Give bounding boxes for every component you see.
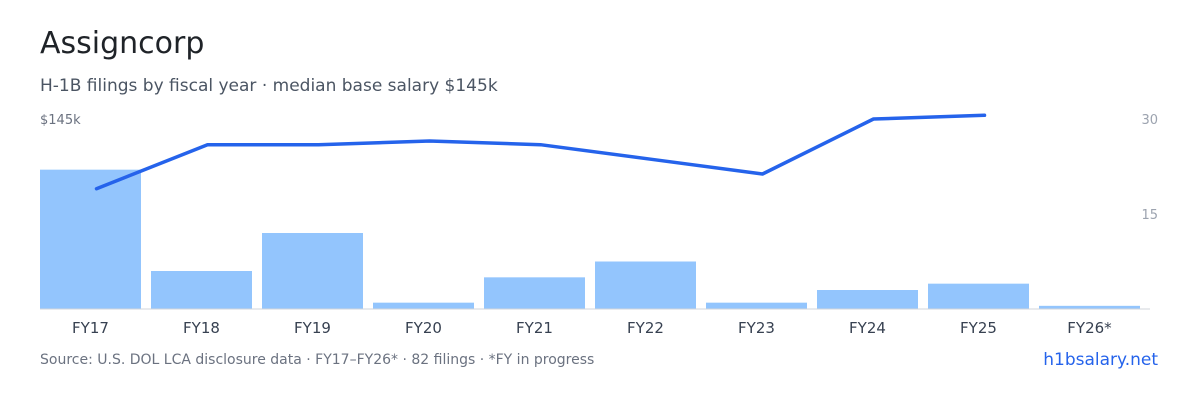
- x-tick-label: FY26*: [1067, 319, 1112, 337]
- salary-line: [94, 113, 987, 191]
- bar-fy25: [928, 283, 1029, 309]
- bar-fy23: [706, 302, 807, 309]
- bar-fy19: [262, 233, 363, 309]
- right-axis-tick-label: 15: [1141, 208, 1158, 223]
- bar-fy24: [817, 290, 918, 309]
- x-tick-label: FY22: [627, 319, 664, 337]
- x-tick-label: FY25: [960, 319, 997, 337]
- x-tick-label: FY20: [405, 319, 442, 337]
- bar-fy22: [595, 261, 696, 309]
- right-axis-tick-label: 30: [1141, 113, 1158, 128]
- chart-subtitle: H-1B filings by fiscal year · median bas…: [40, 76, 498, 96]
- bar-fy21: [484, 277, 585, 309]
- bar-fy20: [373, 302, 474, 309]
- bar-fy18: [151, 271, 252, 309]
- page-title: Assigncorp: [40, 26, 205, 61]
- x-tick-label: FY23: [738, 319, 775, 337]
- chart: FY17 FY18 FY19 FY20 FY21 FY22 FY23 FY24 FY25 FY26…: [40, 113, 1158, 337]
- bar-fy17: [40, 169, 141, 309]
- x-tick-label: FY21: [516, 319, 553, 337]
- x-tick-label: FY19: [294, 319, 331, 337]
- x-tick-label: FY24: [849, 319, 886, 337]
- bar-fy26-partial: [1039, 305, 1140, 309]
- chart-source-note: Source: U.S. DOL LCA disclosure data · F…: [40, 352, 595, 368]
- brand-link[interactable]: h1bsalary.net: [1043, 350, 1158, 370]
- x-tick-label: FY18: [183, 319, 220, 337]
- left-axis-tick-label: $145k: [40, 113, 81, 128]
- x-tick-label: FY17: [72, 319, 109, 337]
